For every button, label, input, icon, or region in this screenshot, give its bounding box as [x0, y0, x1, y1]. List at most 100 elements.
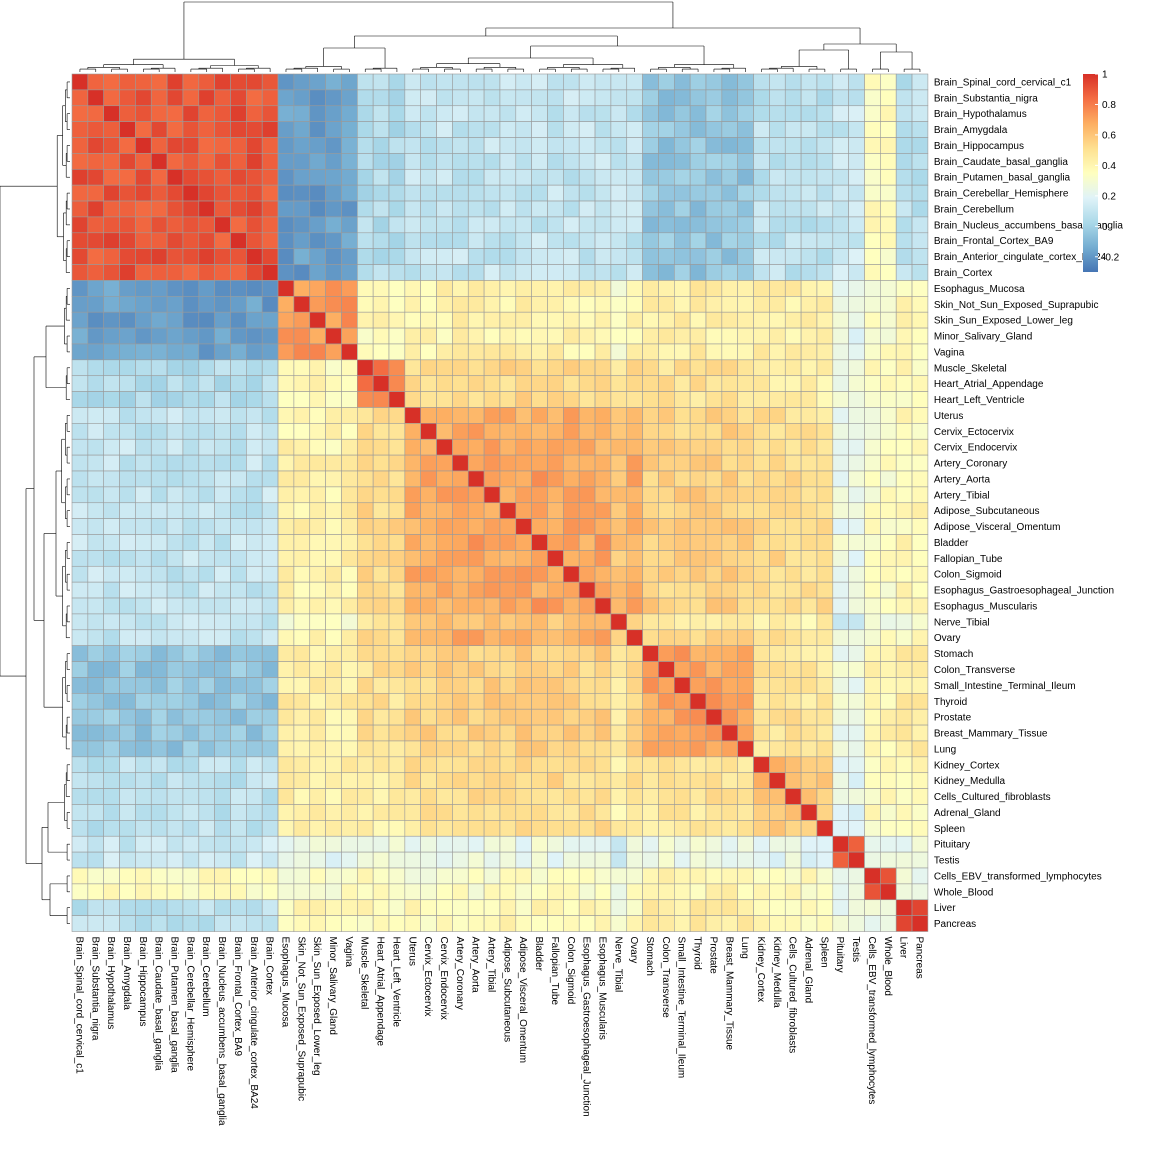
heatmap-cell: [467, 470, 485, 488]
heatmap-cell: [673, 851, 691, 869]
heatmap-cell: [864, 693, 881, 710]
heatmap-cell: [198, 486, 215, 504]
heatmap-cell: [800, 756, 818, 774]
heatmap-cell: [626, 375, 643, 392]
heatmap-cell: [895, 375, 913, 392]
column-label: Esophagus_Mucosa: [279, 937, 290, 1028]
heatmap-cell: [356, 740, 374, 758]
heatmap-cell: [499, 137, 517, 154]
row-labels: Brain_Spinal_cord_cervical_c1Brain_Subst…: [934, 77, 1123, 930]
heatmap-cell: [230, 677, 247, 694]
heatmap-cell: [452, 883, 469, 901]
heatmap-cell: [436, 550, 453, 567]
heatmap-cell: [341, 835, 358, 853]
heatmap-cell: [689, 756, 707, 774]
heatmap-cell: [420, 518, 437, 535]
heatmap-cell: [372, 343, 390, 361]
heatmap-cell: [372, 772, 390, 789]
heatmap-cell: [563, 502, 580, 519]
heatmap-cell: [658, 502, 675, 519]
heatmap-cell: [880, 105, 897, 122]
heatmap-cell: [769, 788, 786, 805]
heatmap-cell: [341, 899, 358, 916]
heatmap-cell: [135, 883, 152, 901]
heatmap-cell: [784, 693, 802, 710]
heatmap-cell: [848, 359, 865, 377]
heatmap-cell: [800, 565, 818, 583]
heatmap-cell: [404, 788, 422, 805]
heatmap-cell: [246, 820, 263, 837]
heatmap-cell: [467, 121, 485, 138]
heatmap-cell: [420, 708, 437, 726]
heatmap-cell: [261, 232, 279, 249]
heatmap-cell: [71, 677, 89, 694]
heatmap-cell: [246, 804, 263, 821]
heatmap-cell: [277, 597, 295, 615]
heatmap-cell: [673, 216, 691, 234]
heatmap-cell: [87, 851, 104, 869]
heatmap-cell: [198, 724, 215, 742]
heatmap-cell: [753, 867, 770, 885]
heatmap-cell: [800, 73, 818, 91]
heatmap-cell: [182, 708, 200, 726]
heatmap-cell: [325, 454, 342, 472]
heatmap-cell: [689, 168, 707, 186]
row-label: Esophagus_Muscularis: [934, 601, 1037, 612]
column-label: Spleen: [818, 937, 829, 968]
heatmap-cell: [721, 534, 738, 551]
heatmap-cell: [214, 867, 231, 885]
heatmap-cell: [610, 486, 628, 504]
heatmap-cell: [800, 708, 818, 726]
heatmap-cell: [610, 550, 628, 567]
heatmap-cell: [230, 73, 247, 91]
heatmap-cell: [880, 359, 897, 377]
heatmap-cell: [880, 708, 897, 726]
heatmap-cell: [341, 407, 358, 424]
heatmap-cell: [800, 89, 818, 107]
heatmap-cell: [800, 407, 818, 424]
heatmap-cell: [784, 296, 802, 313]
heatmap-cell: [230, 708, 247, 726]
heatmap-cell: [626, 438, 643, 456]
heatmap-cell: [642, 327, 659, 345]
heatmap-cell: [895, 89, 913, 107]
heatmap-cell: [610, 168, 628, 186]
heatmap-cell: [895, 296, 913, 313]
heatmap-cell: [769, 327, 786, 345]
heatmap-cell: [642, 661, 659, 678]
heatmap-cell: [198, 518, 215, 535]
heatmap-cell: [404, 296, 422, 313]
heatmap-cell: [293, 804, 311, 821]
heatmap-cell: [816, 73, 834, 91]
heatmap-cell: [895, 518, 913, 535]
column-label: Cervix_Endocervix: [438, 937, 449, 1020]
heatmap-cell: [642, 851, 659, 869]
row-label: Brain_Spinal_cord_cervical_c1: [934, 77, 1072, 88]
heatmap-cell: [325, 359, 342, 377]
heatmap-cell: [182, 550, 200, 567]
heatmap-cell: [277, 311, 295, 329]
heatmap-cell: [150, 486, 168, 504]
heatmap-cell: [531, 915, 548, 932]
heatmap-cell: [721, 311, 738, 329]
heatmap-cell: [341, 677, 358, 694]
heatmap-cell: [737, 708, 754, 726]
heatmap-cell: [293, 645, 311, 662]
heatmap-cell: [531, 391, 548, 408]
heatmap-cell: [293, 248, 311, 265]
heatmap-cell: [753, 486, 770, 504]
heatmap-cell: [705, 89, 723, 107]
heatmap-cell: [119, 772, 136, 789]
heatmap-cell: [420, 661, 437, 678]
heatmap-cell: [547, 851, 564, 869]
heatmap-cell: [246, 121, 263, 138]
heatmap-cell: [816, 438, 834, 456]
heatmap-cell: [784, 232, 802, 249]
heatmap-cell: [547, 232, 564, 249]
heatmap-cell: [563, 375, 580, 392]
heatmap-cell: [531, 470, 548, 488]
heatmap-cell: [261, 343, 279, 361]
heatmap-cell: [420, 105, 437, 122]
heatmap-cell: [499, 677, 517, 694]
heatmap-cell: [689, 565, 707, 583]
